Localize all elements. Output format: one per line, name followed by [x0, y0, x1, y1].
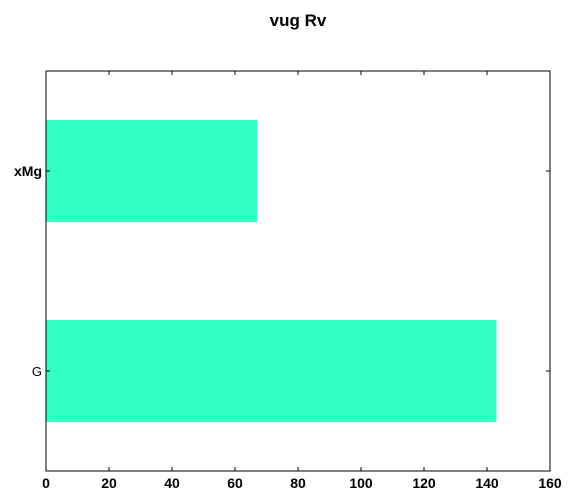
category-label-xMg: xMg — [14, 163, 42, 179]
x-tick-label-20: 20 — [101, 475, 117, 491]
x-tick-label-120: 120 — [412, 475, 436, 491]
category-label-G: G — [32, 364, 42, 379]
chart-title: vug Rv — [270, 11, 327, 30]
x-tick-label-0: 0 — [42, 475, 50, 491]
x-tick-label-100: 100 — [349, 475, 373, 491]
x-tick-label-40: 40 — [164, 475, 180, 491]
bar-G — [46, 320, 497, 422]
x-tick-label-160: 160 — [538, 475, 562, 491]
x-tick-label-140: 140 — [475, 475, 499, 491]
x-tick-label-80: 80 — [290, 475, 306, 491]
x-tick-label-60: 60 — [227, 475, 243, 491]
bar-xMg — [46, 120, 258, 222]
ticks-layer: xMg G 0 20 40 60 80 100 120 140 160 — [14, 71, 562, 491]
bars-layer — [46, 120, 497, 422]
